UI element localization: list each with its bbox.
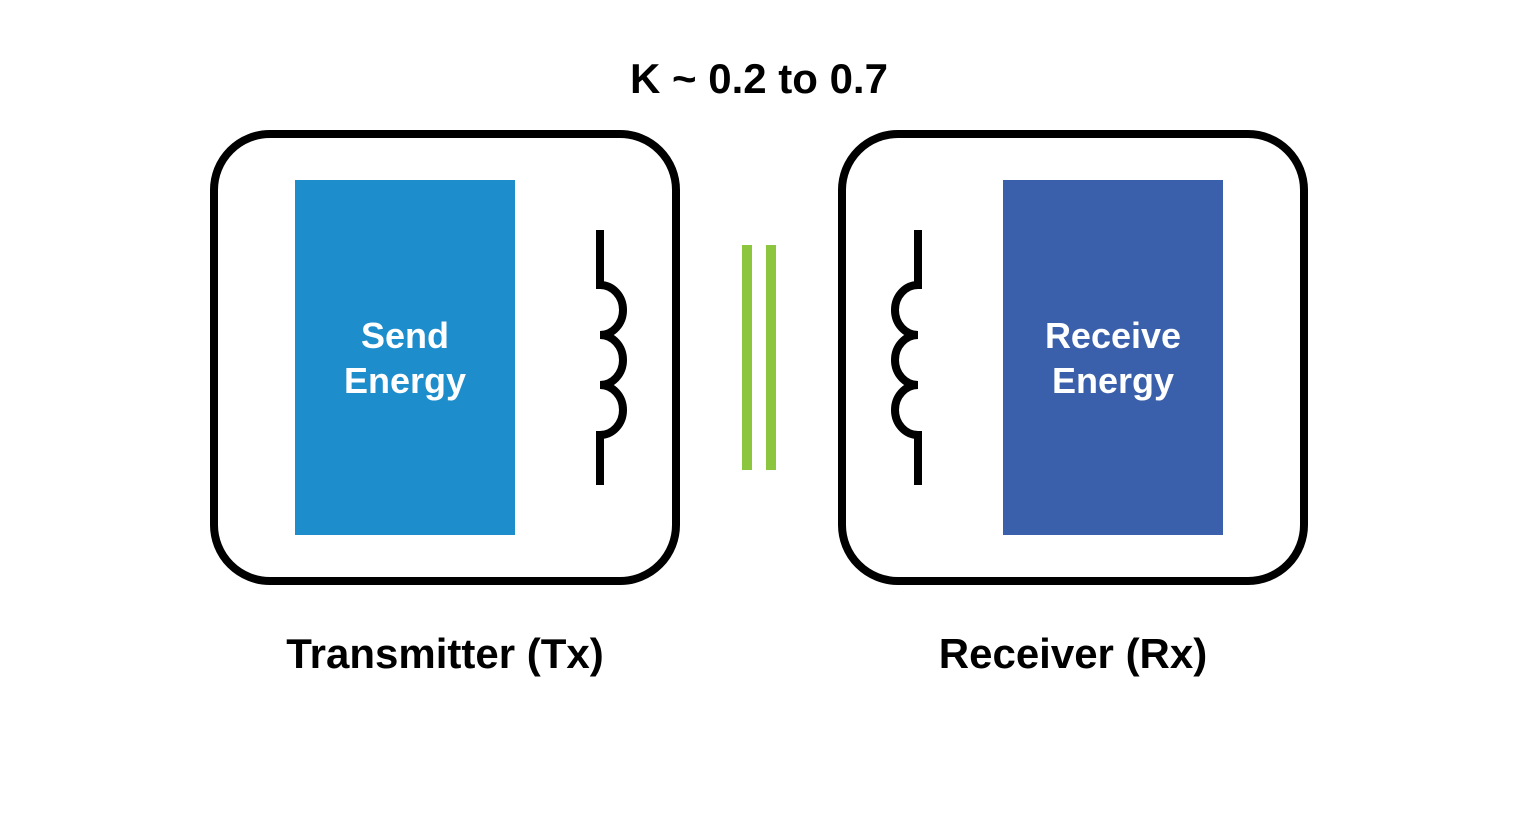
receive-energy-text: Receive Energy (1045, 313, 1181, 403)
send-energy-line1: Send (361, 315, 449, 356)
receive-energy-block: Receive Energy (1003, 180, 1223, 535)
rx-inductor-path (895, 230, 918, 485)
send-energy-line2: Energy (344, 360, 466, 401)
send-energy-block: Send Energy (295, 180, 515, 535)
tx-inductor-path (600, 230, 623, 485)
coupling-line-2 (766, 245, 776, 470)
rx-inductor-icon (878, 230, 958, 485)
tx-inductor-icon (560, 230, 640, 485)
diagram-canvas: K ~ 0.2 to 0.7 Send Energy Receive Energ… (0, 0, 1518, 828)
receive-energy-line1: Receive (1045, 315, 1181, 356)
receive-energy-line2: Energy (1052, 360, 1174, 401)
transmitter-caption: Transmitter (Tx) (210, 630, 680, 678)
send-energy-text: Send Energy (344, 313, 466, 403)
coupling-line-1 (742, 245, 752, 470)
coupling-coefficient-label: K ~ 0.2 to 0.7 (0, 55, 1518, 103)
receiver-caption: Receiver (Rx) (838, 630, 1308, 678)
